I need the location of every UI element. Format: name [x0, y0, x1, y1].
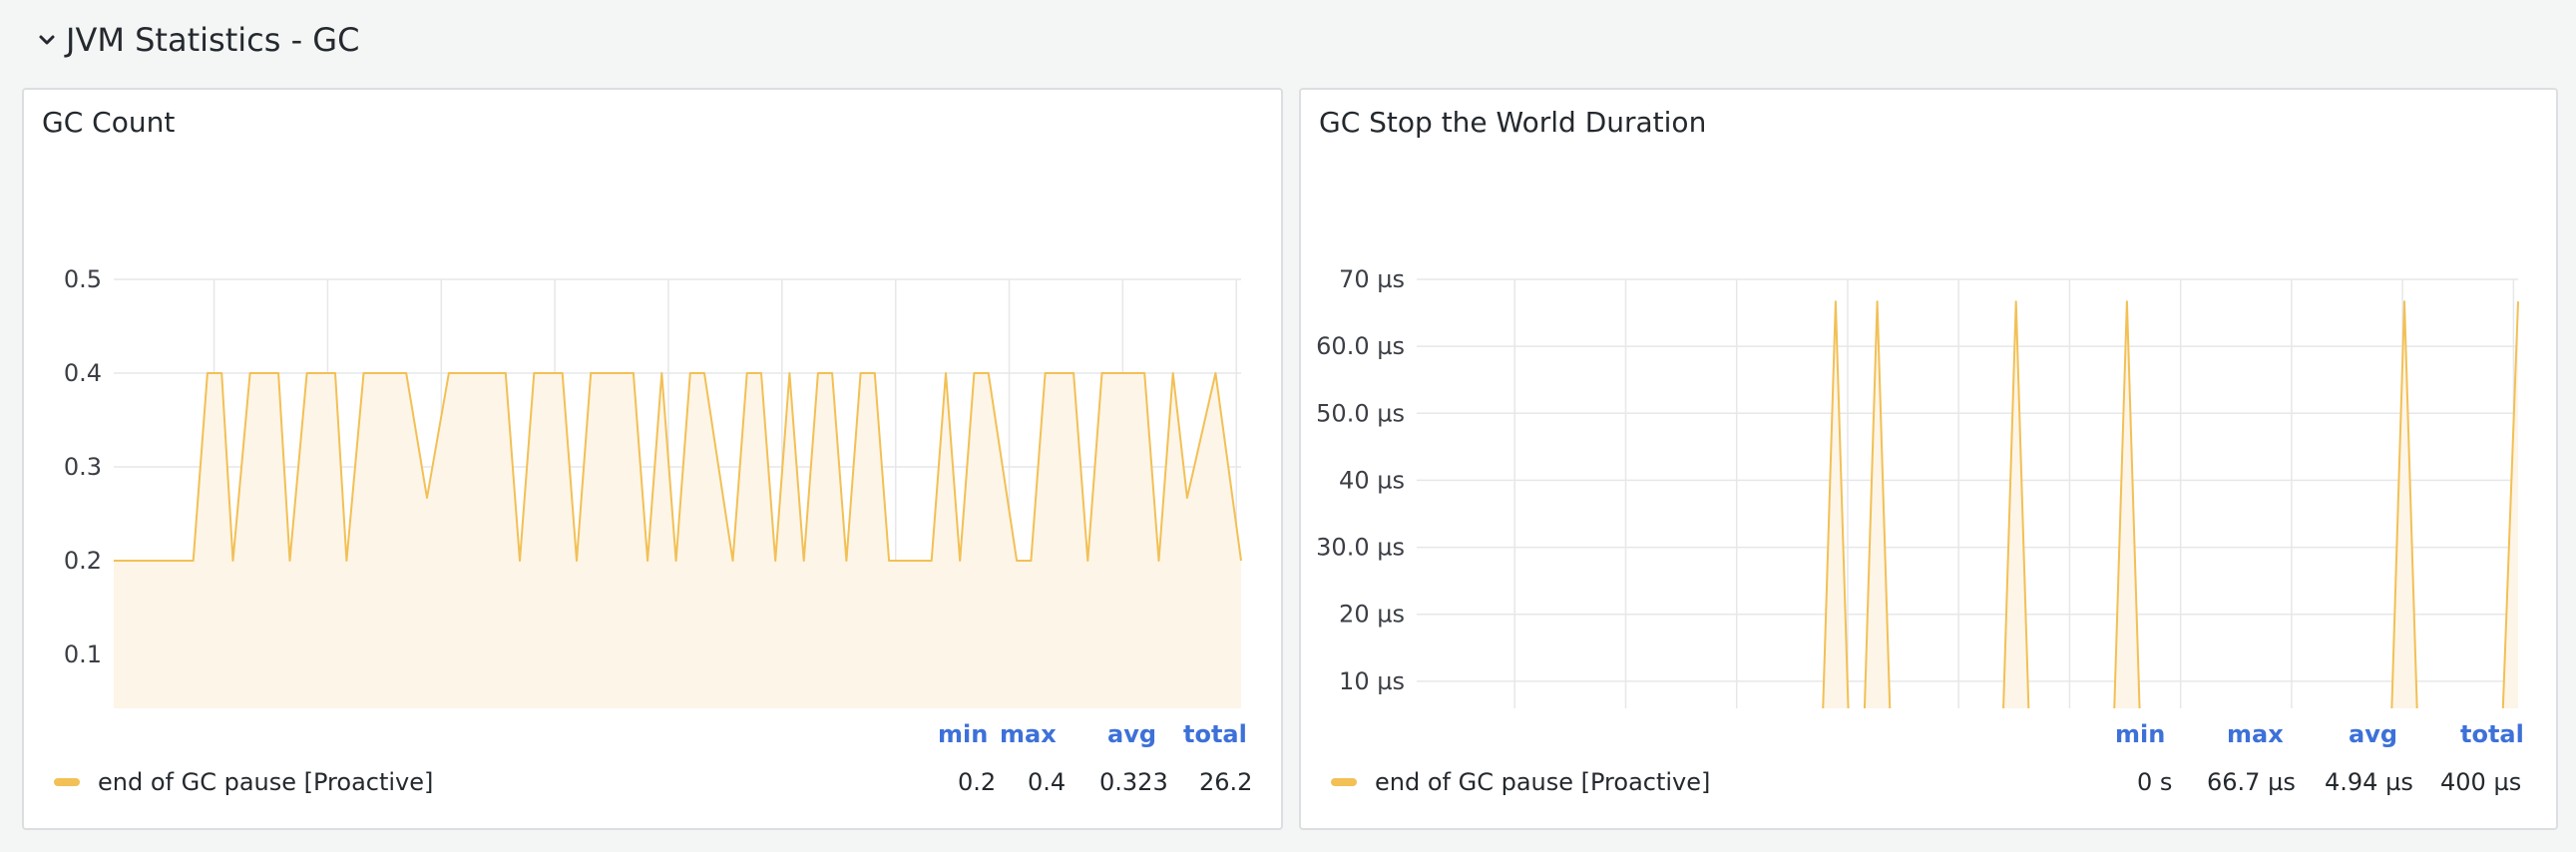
legend-entry[interactable]: end of GC pause [Proactive]: [54, 764, 433, 800]
series-color-swatch: [1331, 778, 1357, 786]
legend-header-total[interactable]: total: [2460, 720, 2524, 748]
chart-gc-count: 00.10.20.30.40.520:2220:2420:2620:2820:3…: [64, 265, 1242, 708]
panel-title[interactable]: GC Stop the World Duration: [1319, 106, 1707, 139]
row-title: JVM Statistics - GC: [66, 21, 360, 59]
legend-value-avg: 4.94 µs: [2325, 768, 2413, 796]
legend-value-max: 66.7 µs: [2207, 768, 2296, 796]
legend-header-min[interactable]: min: [2115, 720, 2166, 748]
y-tick-label: 0.4: [64, 359, 102, 387]
legend-series-name: end of GC pause [Proactive]: [1375, 768, 1711, 796]
legend-series-name: end of GC pause [Proactive]: [98, 768, 434, 796]
y-tick-label: 30.0 µs: [1316, 534, 1405, 562]
legend-header-avg[interactable]: avg: [2349, 720, 2398, 748]
legend-header-avg[interactable]: avg: [1107, 720, 1157, 748]
y-tick-label: 0.5: [64, 265, 102, 293]
row-header[interactable]: JVM Statistics - GC: [36, 18, 359, 62]
y-tick-label: 60.0 µs: [1316, 332, 1405, 360]
y-tick-label: 40 µs: [1339, 466, 1405, 494]
legend-value-total: 26.2: [1199, 768, 1253, 796]
legend-value-min: 0 s: [2137, 768, 2173, 796]
y-tick-label: 20 µs: [1339, 601, 1405, 629]
legend-header-total[interactable]: total: [1183, 720, 1247, 748]
legend-entry[interactable]: end of GC pause [Proactive]: [1331, 764, 1710, 800]
y-tick-label: 0.3: [64, 453, 102, 481]
panel-gc-count: GC Count 00.10.20.30.40.520:2220:2420:26…: [22, 88, 1283, 830]
series-line: [114, 372, 1242, 562]
y-tick-label: 0.2: [64, 547, 102, 575]
chevron-down-icon[interactable]: [36, 29, 58, 51]
legend-header-max[interactable]: max: [1000, 720, 1057, 748]
legend-header-max[interactable]: max: [2227, 720, 2284, 748]
y-tick-label: 70 µs: [1339, 265, 1405, 293]
panel-gc-stw-duration: GC Stop the World Duration 0 s 10 µs 20 µs…: [1299, 88, 2558, 830]
series-line: [1822, 300, 2519, 708]
legend-header-min[interactable]: min: [938, 720, 989, 748]
y-tick-label: 10 µs: [1339, 667, 1405, 695]
y-tick-label: 50.0 µs: [1316, 399, 1405, 427]
legend-value-total: 400 µs: [2440, 768, 2522, 796]
legend-value-avg: 0.323: [1099, 768, 1168, 796]
y-tick-label: 0.1: [64, 640, 102, 668]
series-area: [114, 373, 1241, 708]
legend-value-min: 0.2: [958, 768, 997, 796]
legend-value-max: 0.4: [1028, 768, 1067, 796]
panel-title[interactable]: GC Count: [42, 106, 176, 139]
series-area: [1823, 301, 2518, 708]
series-color-swatch: [54, 778, 80, 786]
